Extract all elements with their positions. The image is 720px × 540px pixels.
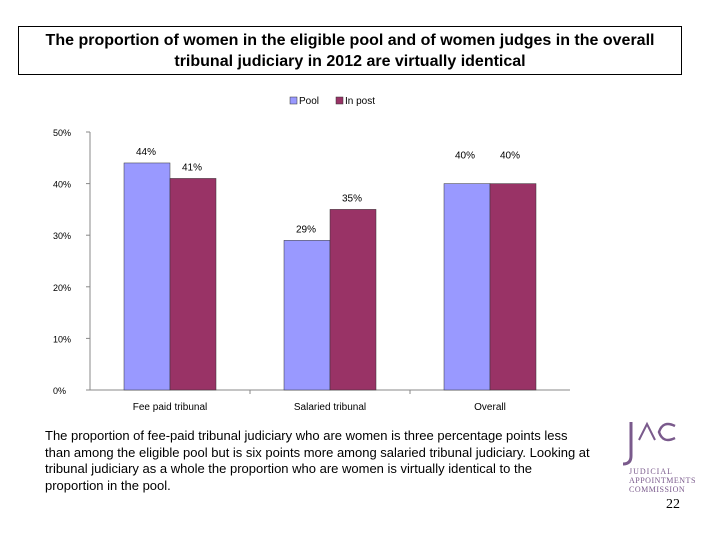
logo-line1: JUDICIAL [629,467,673,476]
slide-caption: The proportion of fee-paid tribunal judi… [45,428,590,493]
y-tick-label: 40% [53,180,71,190]
chart-data-labels: 44% 41% 29% 35% 40% 40% [136,147,520,235]
legend-swatch-in-post [335,96,344,105]
bar-pool [123,162,171,391]
data-label: 40% [500,151,520,162]
bar-pool [443,183,491,391]
data-label: 41% [182,162,202,173]
chart-legend: Pool In post [289,96,375,107]
bar-pool [283,240,331,391]
data-label: 29% [296,224,316,235]
y-tick-label: 50% [53,128,71,138]
data-label: 40% [455,151,475,162]
jac-logo: JUDICIAL APPOINTMENTS COMMISSION [622,421,696,494]
legend-label-pool: Pool [299,96,319,107]
x-tick-label: Overall [474,402,506,413]
bar-in-post [489,183,537,391]
logo-j-shape [622,422,633,466]
logo-line3: COMMISSION [629,485,685,494]
bar-in-post [329,209,377,391]
legend-swatch-pool [289,96,298,105]
data-label: 35% [342,193,362,204]
legend-label-in-post: In post [345,96,375,107]
y-tick-label: 10% [53,334,71,344]
data-label: 44% [136,147,156,158]
y-tick-label: 20% [53,283,71,293]
logo-a-shape [638,421,656,441]
chart-bars [123,162,537,391]
logo-line2: APPOINTMENTS [629,476,696,485]
bar-in-post [169,178,217,391]
logo-c-shape [657,422,676,442]
y-tick-label: 30% [53,231,71,241]
bar-chart: Pool In post 0% 10% 20% 30% 40% 50% Fee paid tr… [53,96,570,413]
y-tick-label: 0% [53,386,66,396]
page-number: 22 [666,497,680,512]
slide-title: The proportion of women in the eligible … [18,26,682,75]
x-tick-label: Salaried tribunal [294,402,366,413]
x-tick-label: Fee paid tribunal [133,402,208,413]
